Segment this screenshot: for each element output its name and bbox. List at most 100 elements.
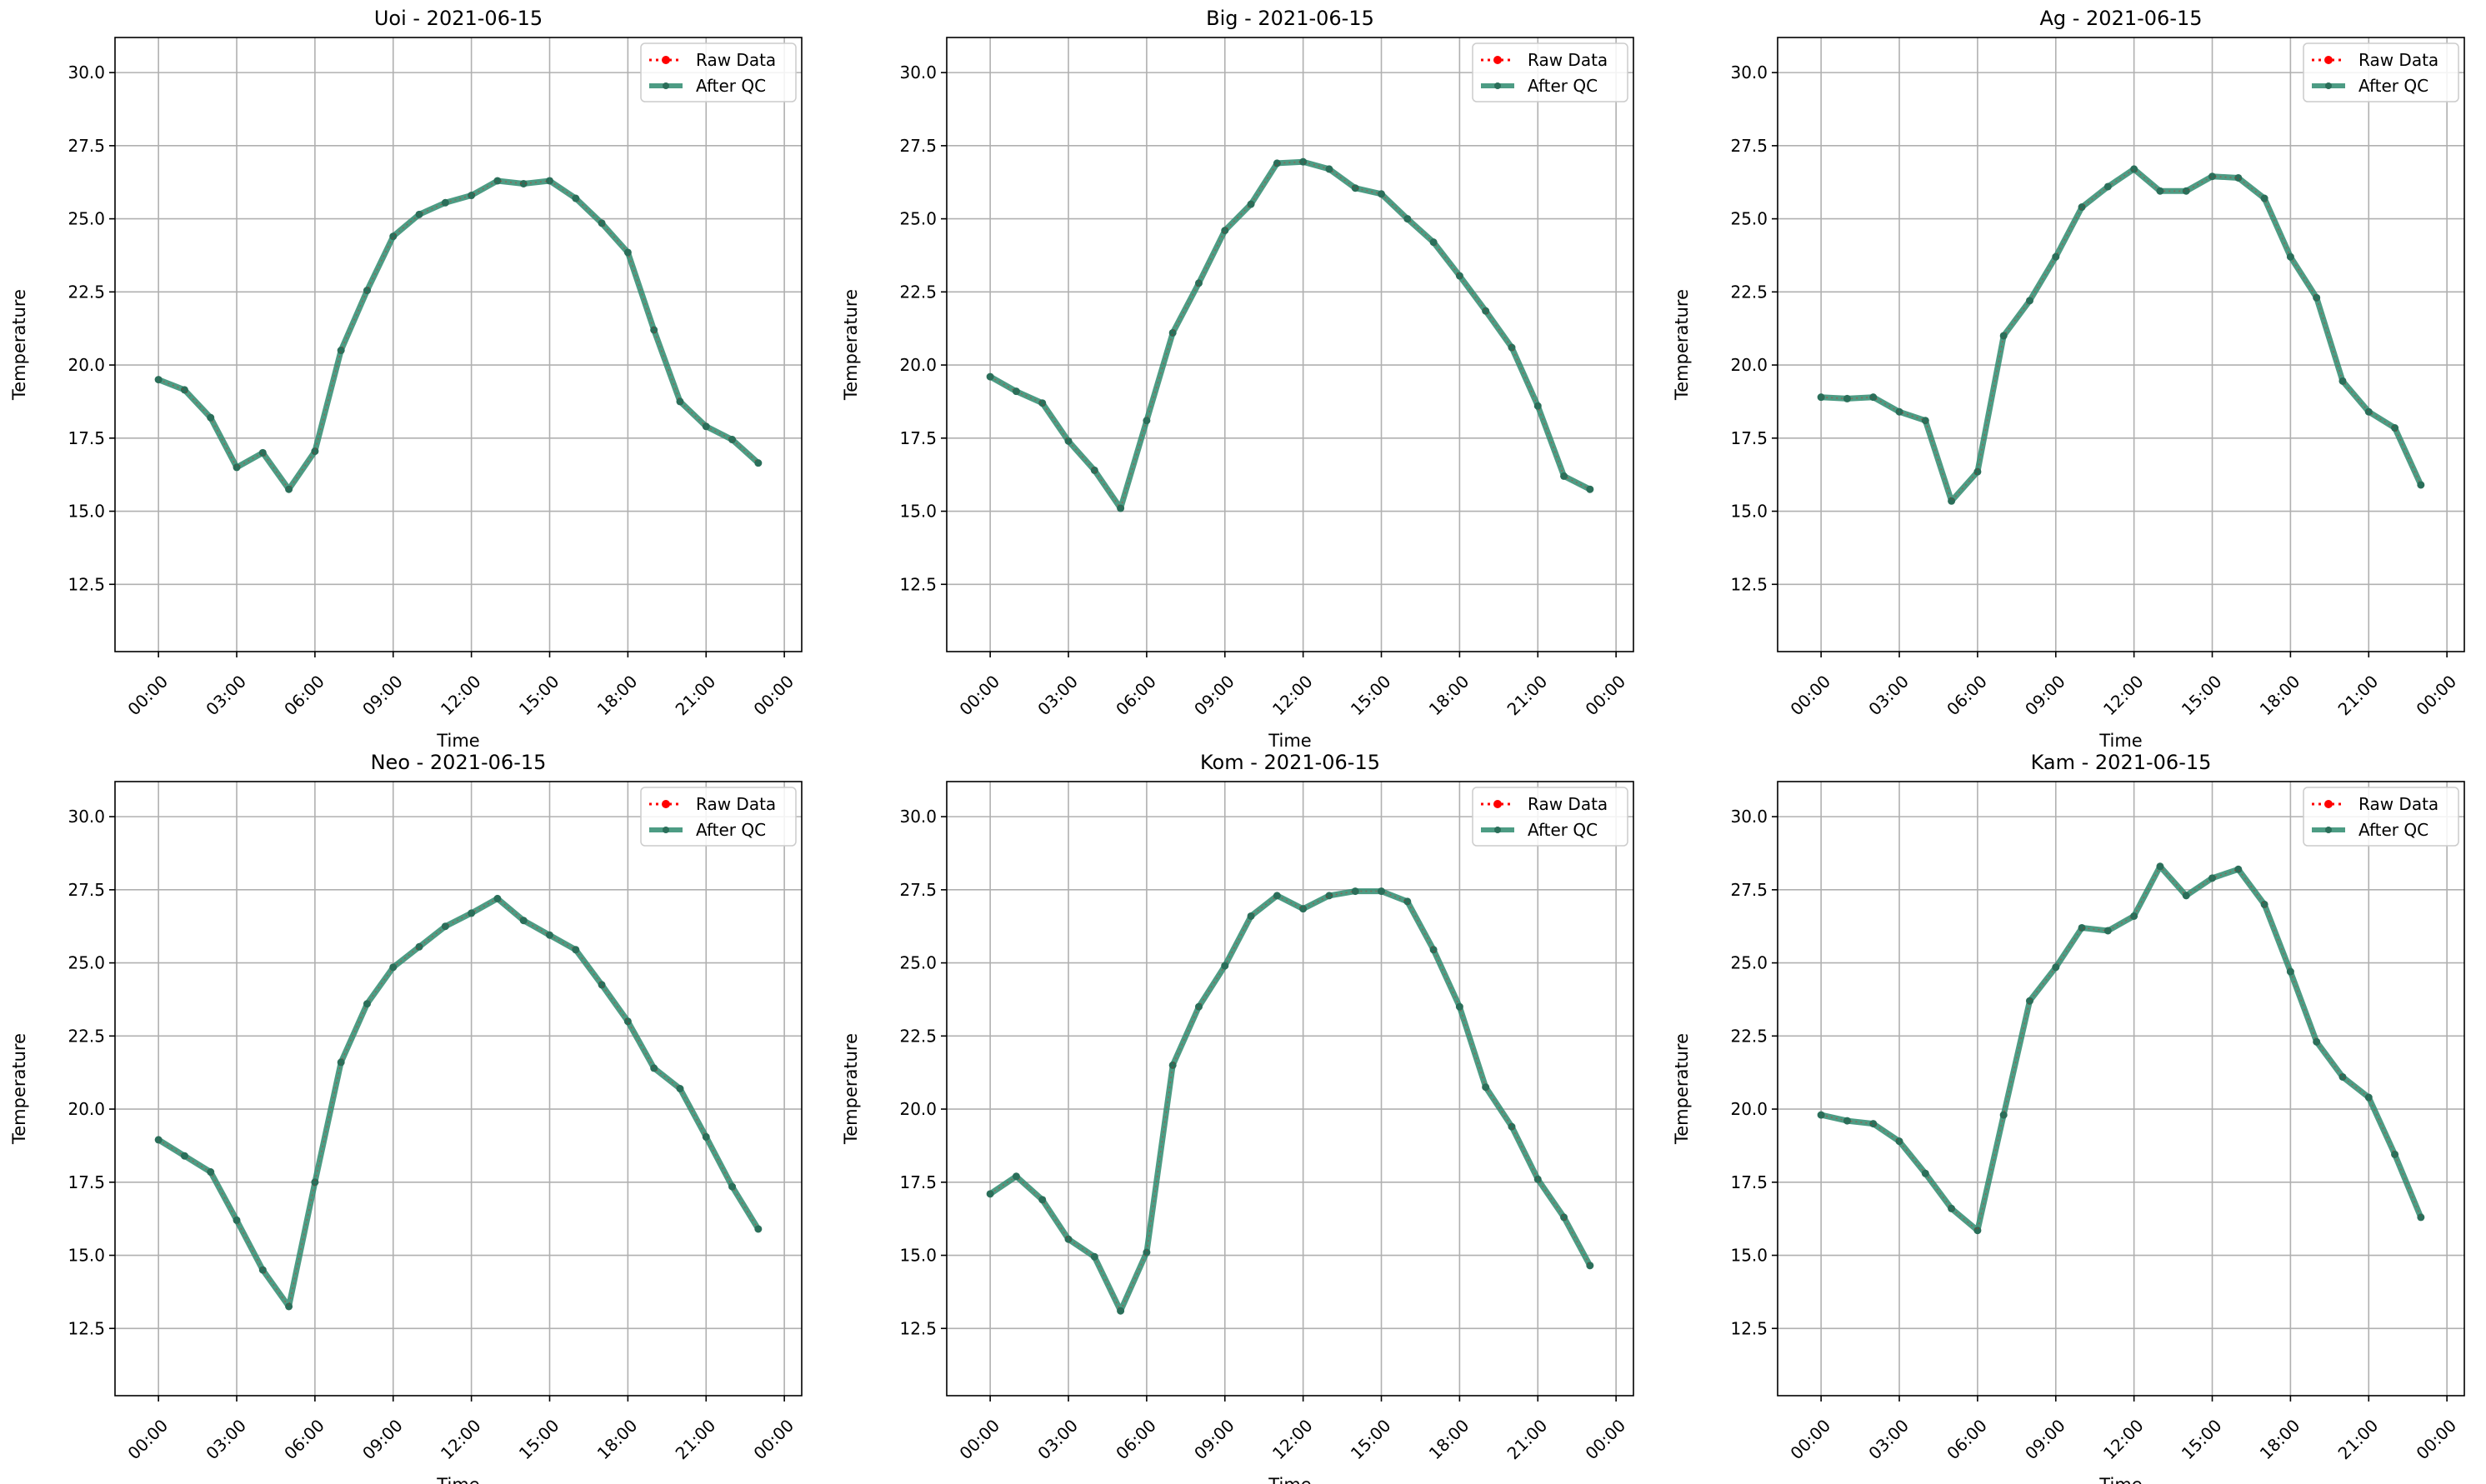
raw-data-line xyxy=(1821,865,2422,1232)
raw-data-point xyxy=(757,462,760,465)
after-qc-line xyxy=(987,888,1593,1314)
raw-data-point xyxy=(1484,1086,1488,1089)
y-tick-label: 25.0 xyxy=(899,953,937,973)
legend-raw-marker xyxy=(2324,800,2333,808)
series-raw-data xyxy=(988,890,1592,1312)
raw-data-point xyxy=(600,983,603,987)
raw-data-point xyxy=(2054,966,2058,969)
legend: Raw Data After QC xyxy=(2303,42,2459,102)
raw-data-point xyxy=(1484,309,1488,312)
y-tick-label: 25.0 xyxy=(1730,209,1768,229)
x-tick-label: 18:00 xyxy=(593,672,642,720)
y-tick-label: 30.0 xyxy=(1730,62,1768,82)
legend-raw-marker xyxy=(1493,800,1502,808)
plot-area xyxy=(1778,37,2464,652)
raw-data-point xyxy=(678,400,682,403)
raw-data-point xyxy=(1249,202,1253,206)
x-tick-label: 09:00 xyxy=(2021,1416,2069,1464)
x-tick-label: 09:00 xyxy=(2021,672,2069,720)
raw-data-point xyxy=(496,897,499,900)
raw-data-point xyxy=(988,1192,992,1196)
raw-data-point xyxy=(1379,890,1383,893)
raw-data-point xyxy=(288,487,291,491)
raw-data-point xyxy=(1145,419,1148,422)
y-tick-label: 30.0 xyxy=(1730,807,1768,827)
raw-data-point xyxy=(522,182,525,186)
raw-data-point xyxy=(1406,900,1409,903)
x-axis-label: Time xyxy=(436,1475,479,1484)
x-tick-label: 06:00 xyxy=(280,1416,328,1464)
y-tick-label: 12.5 xyxy=(68,574,105,594)
subplot: 00:00 03:00 06:00 09:00 12:00 15:00 18:00 21:00… xyxy=(1672,7,2465,751)
raw-data-point xyxy=(1197,1005,1201,1008)
x-tick-label: 00:00 xyxy=(955,672,1003,720)
x-tick-label: 12:00 xyxy=(2099,672,2148,720)
plot-area xyxy=(947,37,1633,652)
subplot: 00:00 03:00 06:00 09:00 12:00 15:00 18:00 21:00… xyxy=(841,7,1634,751)
raw-data-point xyxy=(653,1067,656,1070)
gridlines xyxy=(947,782,1633,1396)
x-tick-label: 21:00 xyxy=(2334,672,2383,720)
raw-data-point xyxy=(2315,296,2318,299)
raw-data-point xyxy=(2184,894,2188,897)
raw-data-point xyxy=(418,945,421,948)
raw-data-point xyxy=(2054,255,2058,258)
y-tick-label: 27.5 xyxy=(68,880,105,900)
x-tick-label: 06:00 xyxy=(1112,672,1160,720)
y-tick-label: 25.0 xyxy=(68,209,105,229)
legend-qc-label: After QC xyxy=(1528,820,1598,840)
raw-data-point xyxy=(1093,1255,1096,1258)
raw-data-point xyxy=(2288,970,2292,973)
y-tick-label: 15.0 xyxy=(1730,502,1768,522)
y-tick-label: 22.5 xyxy=(68,1026,105,1046)
x-tick-label: 12:00 xyxy=(2099,1416,2148,1464)
y-tick-label: 30.0 xyxy=(68,62,105,82)
y-axis-label: Temperature xyxy=(9,1033,29,1145)
raw-data-point xyxy=(1588,487,1592,491)
subplot-title: Kom - 2021-06-15 xyxy=(1200,751,1380,774)
x-axis-label: Time xyxy=(2098,731,2142,751)
x-axis-label: Time xyxy=(436,731,479,751)
raw-data-point xyxy=(1275,894,1278,897)
y-tick-label: 30.0 xyxy=(68,807,105,827)
raw-data-point xyxy=(1432,948,1435,952)
legend-qc-label: After QC xyxy=(696,820,766,840)
raw-data-point xyxy=(443,201,447,204)
axes-frame xyxy=(946,37,1634,652)
raw-data-point xyxy=(313,1181,317,1184)
x-tick-label: 00:00 xyxy=(749,1416,798,1464)
y-tick-label: 15.0 xyxy=(1730,1246,1768,1266)
subplot-title: Neo - 2021-06-15 xyxy=(371,751,547,774)
raw-data-point xyxy=(235,466,238,469)
x-tick-label: 12:00 xyxy=(1268,1416,1317,1464)
raw-data-point xyxy=(1536,404,1539,407)
raw-data-point xyxy=(2341,1075,2344,1079)
subplot: 00:00 03:00 06:00 09:00 12:00 15:00 18:00 21:00… xyxy=(1672,751,2465,1484)
x-tick-label: 15:00 xyxy=(1347,672,1395,720)
raw-data-point xyxy=(209,416,213,419)
raw-data-point xyxy=(339,1061,343,1064)
y-tick-label: 20.0 xyxy=(68,355,105,375)
raw-data-point xyxy=(1845,397,1849,401)
raw-data-point xyxy=(2419,483,2423,487)
raw-data-point xyxy=(1432,241,1435,244)
raw-data-point xyxy=(678,1087,682,1091)
raw-data-point xyxy=(600,222,603,225)
x-tick-label: 12:00 xyxy=(1268,672,1317,720)
after-qc-line xyxy=(1818,863,2424,1234)
raw-data-point xyxy=(2315,1040,2318,1043)
raw-data-point xyxy=(1014,390,1018,393)
raw-data-point xyxy=(1562,474,1566,478)
raw-data-point xyxy=(757,1227,760,1231)
raw-data-point xyxy=(2288,255,2292,258)
y-tick-label: 17.5 xyxy=(899,428,937,448)
raw-data-point xyxy=(1353,187,1357,190)
raw-data-point xyxy=(730,1185,734,1188)
subplot: 00:00 03:00 06:00 09:00 12:00 15:00 18:00 21:00… xyxy=(9,751,803,1484)
x-tick-label: 03:00 xyxy=(1864,1416,1913,1464)
y-tick-label: 27.5 xyxy=(899,136,937,156)
x-tick-label: 18:00 xyxy=(1425,1416,1473,1464)
raw-data-point xyxy=(235,1218,238,1222)
raw-data-point xyxy=(1014,1175,1018,1178)
x-tick-label: 18:00 xyxy=(2256,1416,2304,1464)
